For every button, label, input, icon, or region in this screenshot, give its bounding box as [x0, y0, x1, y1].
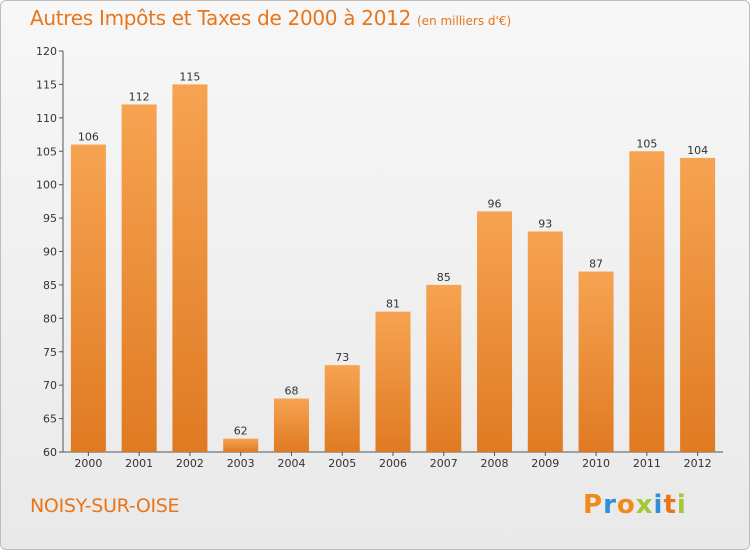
bar-value-label: 104	[687, 144, 708, 157]
x-tick-label: 2012	[684, 457, 712, 470]
logo-letter: t	[663, 490, 677, 520]
bar-value-label: 106	[78, 131, 99, 144]
y-tick-label: 75	[43, 346, 57, 359]
chart-title: Autres Impôts et Taxes de 2000 à 2012	[30, 6, 411, 30]
bar-value-label: 112	[129, 90, 150, 103]
bar-value-label: 96	[488, 197, 502, 210]
bar-value-label: 93	[538, 217, 552, 230]
x-tick-label: 2005	[328, 457, 356, 470]
y-tick-label: 105	[36, 145, 57, 158]
x-tick-label: 2007	[430, 457, 458, 470]
y-tick-label: 120	[36, 45, 57, 58]
bar-value-label: 105	[636, 137, 657, 150]
bar	[578, 271, 614, 452]
y-tick-label: 110	[36, 112, 57, 125]
bar-value-label: 68	[284, 385, 298, 398]
logo-letter: i	[676, 490, 687, 520]
bar	[426, 284, 462, 452]
y-tick-label: 90	[43, 246, 57, 259]
x-tick-label: 2008	[481, 457, 509, 470]
bar	[527, 231, 563, 452]
bar-value-label: 115	[179, 70, 200, 83]
logo-letter: i	[653, 490, 664, 520]
x-tick-label: 2003	[227, 457, 255, 470]
chart-title-block: Autres Impôts et Taxes de 2000 à 2012 (en…	[30, 6, 511, 30]
x-tick-label: 2009	[531, 457, 559, 470]
x-tick-label: 2011	[633, 457, 661, 470]
bar-value-label: 81	[386, 298, 400, 311]
bar-value-label: 73	[335, 351, 349, 364]
x-tick-label: 2001	[125, 457, 153, 470]
logo-letter: x	[635, 490, 654, 520]
bar-value-label: 62	[234, 425, 248, 438]
logo-letter: o	[616, 490, 636, 520]
x-tick-label: 2010	[582, 457, 610, 470]
y-tick-label: 70	[43, 379, 57, 392]
x-tick-label: 2000	[74, 457, 102, 470]
chart-subtitle: (en milliers d'€)	[417, 14, 512, 28]
y-tick-label: 60	[43, 446, 57, 459]
y-tick-label: 100	[36, 179, 57, 192]
x-tick-label: 2002	[176, 457, 204, 470]
bar-value-label: 85	[437, 271, 451, 284]
bar	[70, 144, 106, 453]
y-tick-label: 80	[43, 312, 57, 325]
proxiti-logo: Proxiti	[583, 490, 687, 520]
bar	[223, 438, 259, 452]
y-tick-label: 95	[43, 212, 57, 225]
x-tick-label: 2004	[277, 457, 305, 470]
bar	[477, 211, 513, 452]
bar	[121, 104, 157, 452]
bar-value-label: 87	[589, 258, 603, 271]
bar	[680, 157, 716, 452]
y-tick-label: 65	[43, 413, 57, 426]
bar	[629, 151, 665, 452]
y-tick-label: 115	[36, 78, 57, 91]
x-tick-label: 2006	[379, 457, 407, 470]
logo-letter: r	[603, 490, 617, 520]
bar	[375, 311, 411, 452]
y-tick-label: 85	[43, 279, 57, 292]
bar	[273, 398, 309, 452]
bar	[324, 365, 360, 452]
city-name: NOISY-SUR-OISE	[30, 495, 180, 517]
bar	[172, 84, 208, 453]
logo-letter: P	[583, 490, 604, 520]
